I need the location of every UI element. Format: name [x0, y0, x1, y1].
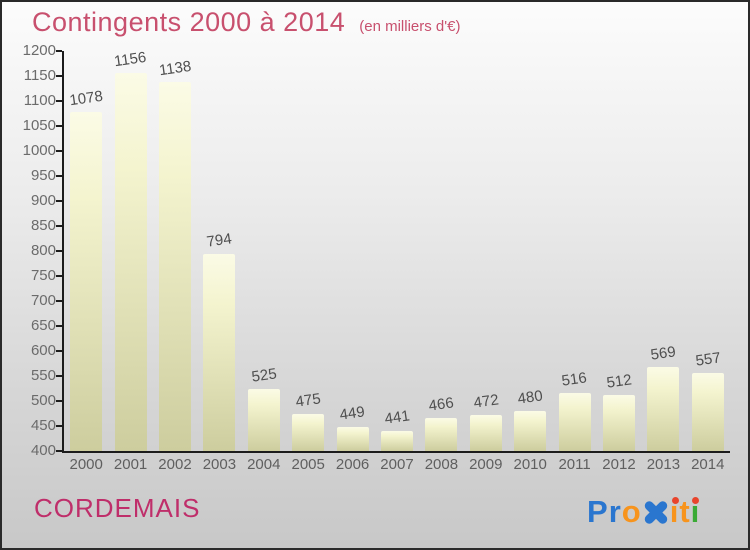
brand-letter: ı — [690, 494, 701, 529]
x-tick-label: 2005 — [291, 456, 325, 473]
bar-value-label: 569 — [649, 342, 677, 364]
bar — [336, 426, 369, 451]
x-tick-label: 2007 — [380, 456, 414, 473]
y-tick-label: 1200 — [22, 42, 56, 59]
y-tick-mark — [56, 200, 62, 202]
bar-value-label: 1138 — [157, 57, 193, 80]
brand-letter-dot — [671, 497, 679, 504]
y-tick-mark — [56, 275, 62, 277]
y-tick-mark — [56, 225, 62, 227]
y-tick-mark — [56, 50, 62, 52]
y-tick-label: 450 — [30, 417, 56, 434]
bar-value-label: 480 — [516, 387, 544, 408]
y-tick-label: 650 — [30, 317, 56, 334]
x-tick-label: 2003 — [202, 456, 237, 473]
y-tick-mark — [56, 350, 62, 352]
x-tick-label: 2010 — [513, 456, 547, 473]
bar — [159, 82, 191, 451]
y-tick-mark — [56, 175, 62, 177]
y-tick-mark — [56, 375, 62, 377]
bar — [691, 372, 724, 451]
y-tick-mark — [56, 250, 62, 252]
brand-letter: o — [621, 494, 642, 529]
x-tick-label: 2009 — [469, 456, 503, 473]
y-tick-label: 1050 — [22, 117, 56, 134]
bar — [114, 73, 147, 451]
x-tick-label: 2004 — [247, 456, 281, 473]
bar-value-label: 525 — [250, 364, 278, 386]
bar — [203, 254, 236, 451]
y-tick-label: 600 — [30, 342, 56, 359]
y-axis-labels: 1200 1150 1100 1050 1000 950 900 850 800 750 700 65… — [2, 43, 56, 459]
chart-header: Contingents 2000 à 2014 (en milliers d'€) — [32, 7, 460, 38]
brand-x-icon — [642, 499, 669, 526]
bar — [514, 411, 547, 451]
y-tick-mark — [56, 75, 62, 77]
bar — [603, 395, 635, 451]
proxiti-logo: Pro ı tı — [587, 494, 700, 530]
x-tick-label: 2008 — [424, 456, 459, 473]
x-tick-label: 2006 — [335, 456, 370, 473]
x-tick-label: 2013 — [646, 456, 681, 473]
y-tick-label: 500 — [30, 392, 56, 409]
bar-value-label: 516 — [561, 369, 589, 390]
y-tick-label: 850 — [30, 217, 56, 234]
bar-value-label: 475 — [294, 389, 322, 411]
brand-letter: P — [587, 494, 609, 529]
bar-value-label: 1156 — [113, 48, 148, 71]
y-tick-mark — [56, 400, 62, 402]
x-tick-label: 2001 — [113, 456, 148, 473]
bar — [292, 413, 325, 451]
bar-value-label: 1078 — [68, 87, 104, 110]
x-tick-label: 2002 — [158, 456, 192, 473]
y-tick-mark — [56, 425, 62, 427]
brand-letter: r — [608, 494, 622, 529]
bar-value-label: 512 — [605, 371, 633, 392]
x-axis-labels: 2000 2001 2002 2003 2004 2005 2006 2007 2008 2009… — [64, 456, 730, 474]
brand-letter-dot — [692, 497, 700, 504]
chart-title: Contingents 2000 à 2014 — [32, 7, 346, 37]
bar — [247, 388, 280, 451]
y-tick-mark — [56, 450, 62, 452]
y-tick-label: 800 — [30, 242, 56, 259]
chart-subtitle: (en milliers d'€) — [359, 18, 461, 35]
bar — [469, 415, 502, 451]
bar-value-label: 441 — [383, 406, 411, 428]
bar-value-label: 466 — [427, 394, 455, 415]
bar — [381, 430, 413, 451]
y-tick-mark — [56, 325, 62, 327]
bar-value-label: 472 — [472, 391, 500, 412]
y-tick-label: 750 — [30, 267, 56, 284]
y-tick-label: 1000 — [22, 142, 56, 159]
y-tick-label: 950 — [30, 167, 56, 184]
bar-value-label: 794 — [205, 230, 233, 251]
y-tick-mark — [56, 125, 62, 127]
y-tick-label: 1100 — [23, 92, 56, 109]
y-tick-label: 700 — [30, 292, 56, 309]
y-tick-mark — [56, 300, 62, 302]
y-tick-mark — [56, 100, 62, 102]
x-tick-label: 2000 — [69, 456, 103, 473]
bar — [70, 112, 103, 451]
bar-value-label: 557 — [694, 348, 722, 370]
x-tick-label: 2014 — [691, 456, 725, 473]
bar-value-label: 449 — [339, 402, 367, 424]
x-tick-label: 2012 — [602, 456, 636, 473]
y-tick-mark — [56, 150, 62, 152]
y-tick-label: 400 — [30, 442, 56, 459]
bar — [558, 393, 591, 451]
location-label: CORDEMAIS — [34, 493, 201, 523]
brand-letter: t — [679, 494, 691, 529]
bar — [425, 418, 458, 451]
y-tick-label: 900 — [30, 192, 56, 209]
y-tick-label: 550 — [30, 367, 56, 384]
bar — [647, 366, 680, 451]
brand-letter: ı — [669, 494, 680, 529]
y-tick-label: 1150 — [23, 67, 56, 84]
x-tick-label: 2011 — [558, 456, 591, 473]
plot-area: 1078 1156 1138 794 525 475 449 441 466 472 480 516 5… — [56, 48, 730, 453]
